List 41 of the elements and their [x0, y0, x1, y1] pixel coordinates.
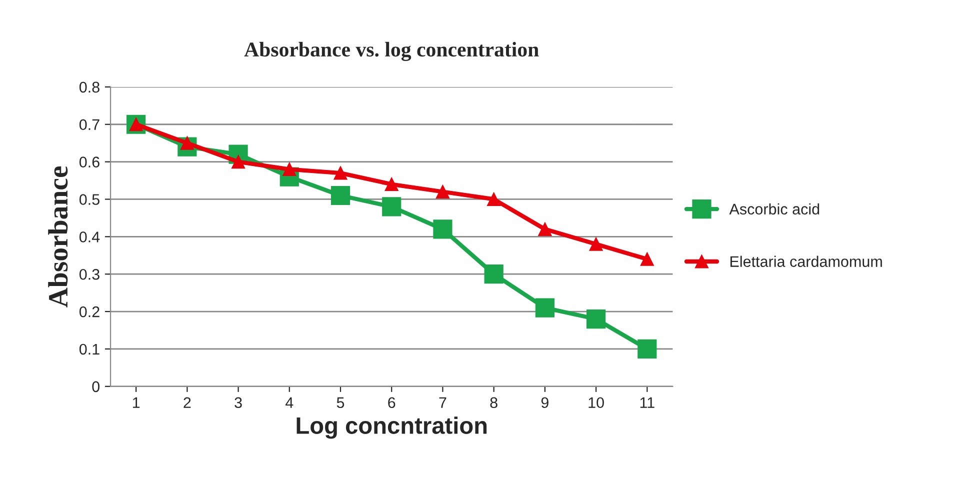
y-tick-label: 0.2 — [79, 306, 100, 318]
x-tick-label: 4 — [285, 397, 294, 408]
chart-title: Absorbance vs. log concentration — [244, 42, 539, 61]
point — [282, 162, 296, 176]
x-tick-label: 5 — [336, 397, 344, 408]
point — [384, 177, 398, 192]
y-tick-label: 0.3 — [79, 268, 100, 280]
x-tick-label: 2 — [184, 397, 191, 408]
point — [382, 197, 402, 216]
point — [232, 155, 246, 169]
x-tick-label: 11 — [640, 397, 654, 408]
point — [640, 252, 654, 266]
point — [484, 264, 504, 284]
x-tick-label: 6 — [388, 397, 396, 408]
x-tick-label: 7 — [439, 397, 446, 408]
point — [433, 220, 452, 239]
y-tick-label: 0 — [92, 381, 100, 392]
point — [330, 186, 350, 206]
x-axis-title: Log concntration — [296, 416, 487, 439]
legend-label: Ascorbic acid — [729, 203, 820, 215]
point — [586, 309, 606, 329]
point — [538, 222, 552, 236]
x-tick-label: 10 — [588, 397, 604, 408]
y-tick-label: 0.7 — [79, 119, 100, 130]
y-tick-label: 0.5 — [79, 194, 100, 205]
y-axis-title: Absorbance — [48, 166, 68, 308]
x-tick-label: 8 — [490, 397, 498, 408]
x-tick-label: 9 — [541, 397, 548, 408]
x-tick-label: 3 — [234, 397, 242, 408]
point — [535, 298, 554, 318]
point — [334, 166, 348, 180]
point — [487, 192, 501, 206]
y-tick-label: 0.8 — [79, 82, 100, 93]
y-tick-label: 0.1 — [79, 344, 100, 355]
point — [638, 339, 657, 359]
point — [589, 237, 603, 251]
point — [436, 184, 450, 199]
y-tick-label: 0.4 — [79, 232, 100, 242]
x-tick-label: 1 — [132, 397, 140, 408]
legend-label: Elettaria cardamomum — [730, 256, 882, 267]
y-tick-label: 0.6 — [79, 156, 100, 168]
